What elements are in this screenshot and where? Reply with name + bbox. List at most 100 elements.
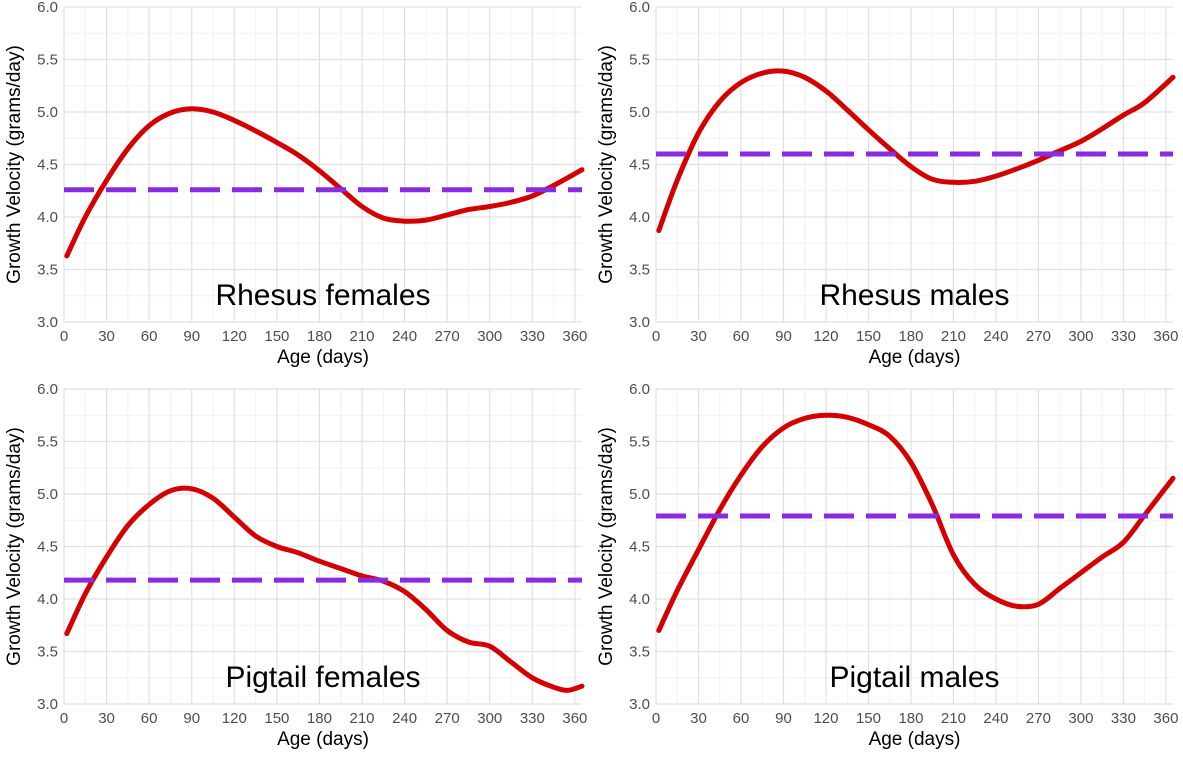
x-tick-label: 30 — [98, 328, 115, 345]
x-tick-label: 270 — [1026, 328, 1051, 345]
x-tick-label: 240 — [392, 328, 417, 345]
y-tick-label: 6.0 — [629, 381, 650, 398]
y-tick-label: 4.0 — [629, 591, 650, 608]
x-axis-title: Age (days) — [869, 729, 961, 750]
x-axis-title: Age (days) — [869, 347, 961, 368]
y-axis-title: Growth Velocity (grams/day) — [4, 45, 25, 284]
x-tick-label: 60 — [141, 710, 158, 727]
x-tick-label: 120 — [222, 710, 247, 727]
x-tick-label: 0 — [652, 710, 660, 727]
x-tick-label: 60 — [141, 328, 158, 345]
x-tick-label: 150 — [856, 710, 881, 727]
x-tick-label: 330 — [1111, 710, 1136, 727]
x-tick-label: 0 — [652, 328, 660, 345]
x-tick-label: 60 — [733, 328, 750, 345]
x-tick-label: 150 — [856, 328, 881, 345]
x-tick-label: 360 — [1153, 328, 1178, 345]
y-tick-label: 3.0 — [37, 696, 58, 713]
y-tick-label: 5.0 — [629, 486, 650, 503]
y-tick-label: 5.0 — [37, 486, 58, 503]
x-tick-label: 360 — [1153, 710, 1178, 727]
grid — [63, 6, 582, 323]
growth-curve — [656, 412, 1176, 633]
x-tick-label: 300 — [477, 328, 502, 345]
x-tick-label: 180 — [898, 710, 923, 727]
x-tick-label: 330 — [520, 710, 545, 727]
growth-curve — [656, 68, 1176, 234]
x-tick-label: 330 — [1111, 328, 1136, 345]
chart-panel: 0 30 60 90 120 150 180 210 240 270 300 330 360 3.0 3.5… — [596, 0, 1178, 368]
x-tick-label: 120 — [813, 710, 838, 727]
x-tick-label: 120 — [222, 328, 247, 345]
x-tick-label: 330 — [520, 328, 545, 345]
x-tick-label: 90 — [775, 328, 792, 345]
x-tick-label: 210 — [350, 328, 375, 345]
x-tick-label: 300 — [1068, 710, 1093, 727]
growth-curve — [64, 106, 585, 259]
x-tick-label: 270 — [435, 710, 460, 727]
y-tick-label: 6.0 — [629, 0, 650, 16]
y-tick-label: 3.0 — [37, 314, 58, 331]
panel-label: Pigtail females — [225, 661, 420, 694]
x-tick-label: 300 — [1068, 328, 1093, 345]
grid — [63, 388, 582, 705]
x-tick-label: 300 — [477, 710, 502, 727]
y-tick-label: 6.0 — [37, 381, 58, 398]
x-tick-label: 210 — [350, 710, 375, 727]
x-tick-label: 210 — [941, 710, 966, 727]
x-tick-label: 30 — [98, 710, 115, 727]
x-tick-label: 270 — [435, 328, 460, 345]
y-tick-label: 5.5 — [629, 52, 650, 69]
y-tick-label: 4.0 — [37, 209, 58, 226]
y-tick-label: 3.5 — [37, 262, 58, 279]
x-tick-label: 150 — [264, 328, 289, 345]
x-tick-label: 90 — [775, 710, 792, 727]
y-axis-title: Growth Velocity (grams/day) — [596, 427, 617, 666]
y-tick-label: 5.0 — [37, 104, 58, 121]
y-tick-label: 5.5 — [37, 52, 58, 69]
y-axis-title: Growth Velocity (grams/day) — [4, 427, 25, 666]
x-axis-title: Age (days) — [277, 347, 369, 368]
y-tick-label: 3.5 — [629, 644, 650, 661]
x-tick-label: 0 — [60, 328, 68, 345]
panel-label: Pigtail males — [829, 661, 999, 694]
y-tick-label: 4.5 — [37, 157, 58, 174]
x-tick-label: 240 — [983, 710, 1008, 727]
x-axis-title: Age (days) — [277, 729, 369, 750]
y-tick-label: 4.0 — [629, 209, 650, 226]
y-tick-label: 5.5 — [629, 434, 650, 451]
x-tick-label: 30 — [690, 710, 707, 727]
chart-panel: 0 30 60 90 120 150 180 210 240 270 300 330 360 3.0 3.5… — [4, 0, 587, 368]
y-tick-label: 4.5 — [37, 539, 58, 556]
x-tick-label: 360 — [562, 710, 587, 727]
chart-panel: 0 30 60 90 120 150 180 210 240 270 300 330 360 3.0 3.5… — [596, 381, 1178, 750]
x-tick-label: 90 — [183, 710, 200, 727]
y-tick-label: 4.0 — [37, 591, 58, 608]
y-tick-label: 4.5 — [629, 539, 650, 556]
y-tick-label: 3.0 — [629, 696, 650, 713]
x-tick-label: 120 — [813, 328, 838, 345]
x-tick-label: 150 — [264, 710, 289, 727]
y-tick-label: 3.5 — [37, 644, 58, 661]
y-axis-title: Growth Velocity (grams/day) — [596, 45, 617, 284]
x-tick-label: 180 — [307, 710, 332, 727]
y-tick-label: 5.0 — [629, 104, 650, 121]
y-tick-label: 3.5 — [629, 262, 650, 279]
y-tick-label: 4.5 — [629, 157, 650, 174]
x-tick-label: 0 — [60, 710, 68, 727]
x-tick-label: 240 — [392, 710, 417, 727]
x-tick-label: 360 — [562, 328, 587, 345]
x-tick-label: 60 — [733, 710, 750, 727]
grid — [655, 6, 1173, 323]
x-tick-label: 270 — [1026, 710, 1051, 727]
panel-label: Rhesus females — [215, 279, 430, 312]
chart-panel: 0 30 60 90 120 150 180 210 240 270 300 330 360 3.0 3.5… — [4, 381, 587, 750]
x-tick-label: 30 — [690, 328, 707, 345]
y-tick-label: 6.0 — [37, 0, 58, 16]
panel-label: Rhesus males — [819, 279, 1009, 312]
x-tick-label: 240 — [983, 328, 1008, 345]
grid — [655, 388, 1173, 705]
x-tick-label: 210 — [941, 328, 966, 345]
x-tick-label: 180 — [898, 328, 923, 345]
